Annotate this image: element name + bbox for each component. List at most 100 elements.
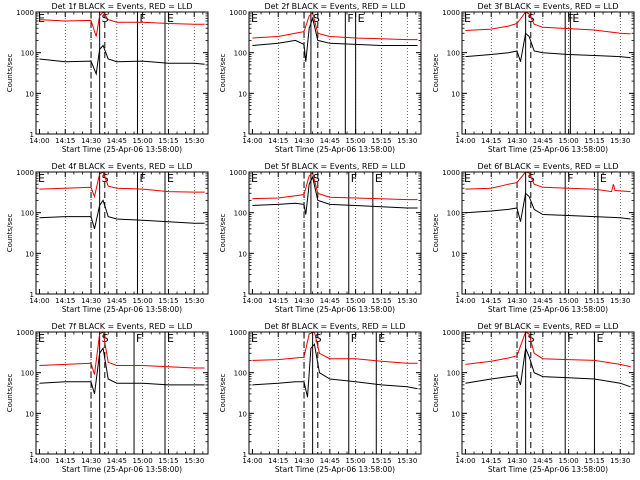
x-axis-label: Start Time (25-Apr-06 13:58:00): [488, 145, 608, 154]
y-axis-label: Counts/sec: [219, 374, 227, 413]
axes-frame: [35, 331, 209, 455]
y-tick-label: 10: [451, 90, 460, 98]
chart-title: Det 7f BLACK = Events, RED = LLD: [51, 322, 192, 331]
x-tick-label: 15:30: [184, 297, 204, 305]
chart-title: Det 1f BLACK = Events, RED = LLD: [51, 2, 192, 11]
series-line-lld: [39, 171, 205, 199]
x-axis-label: Start Time (25-Apr-06 13:58:00): [62, 305, 182, 314]
x-tick-label: 15:15: [584, 297, 604, 305]
x-tick-label: 14:15: [55, 137, 75, 145]
y-tick-label: 10: [25, 90, 34, 98]
x-tick-label: 15:15: [584, 457, 604, 465]
x-tick-label: 15:30: [397, 457, 417, 465]
y-tick-label: 1000: [16, 9, 34, 17]
x-tick-label: 14:00: [455, 137, 475, 145]
x-tick-label: 14:00: [242, 457, 262, 465]
series-line-lld: [252, 11, 418, 41]
x-tick-label: 15:30: [397, 137, 417, 145]
x-tick-label: 15:15: [158, 137, 178, 145]
series-line-lld: [465, 11, 631, 35]
series-line-events: [252, 16, 418, 62]
x-axis-label: Start Time (25-Apr-06 13:58:00): [275, 465, 395, 474]
x-tick-label: 14:15: [55, 297, 75, 305]
y-axis-label: Counts/sec: [219, 54, 227, 93]
x-tick-label: 15:00: [559, 137, 579, 145]
x-tick-label: 15:15: [371, 297, 391, 305]
x-tick-label: 14:30: [294, 137, 314, 145]
plot-area: [249, 12, 421, 134]
x-tick-label: 15:30: [184, 457, 204, 465]
series-line-lld: [465, 171, 631, 193]
x-tick-label: 14:45: [320, 297, 340, 305]
y-tick-label: 10: [238, 90, 247, 98]
x-tick-label: 15:15: [158, 297, 178, 305]
marker-label-E: E: [167, 172, 174, 185]
series-line-events: [465, 346, 631, 388]
marker-label-E: E: [596, 332, 603, 345]
series-line-lld: [39, 11, 205, 37]
marker-label-F: F: [567, 172, 573, 185]
y-tick-label: 1000: [229, 169, 247, 177]
y-axis-label: Counts/sec: [432, 54, 440, 93]
axes-frame: [248, 11, 422, 135]
x-tick-label: 14:45: [107, 137, 127, 145]
series-line-lld: [252, 331, 418, 364]
plot-area: [36, 332, 208, 454]
y-tick-label: 100: [234, 210, 247, 218]
x-tick-label: 15:00: [559, 297, 579, 305]
plot-area: [462, 172, 634, 294]
x-tick-label: 14:15: [481, 137, 501, 145]
x-tick-label: 14:30: [507, 457, 527, 465]
series-line-events: [252, 343, 418, 398]
x-tick-label: 14:15: [268, 297, 288, 305]
y-tick-label: 1: [243, 131, 247, 139]
plot-area: [36, 172, 208, 294]
x-tick-label: 15:30: [184, 137, 204, 145]
chart-title: Det 5f BLACK = Events, RED = LLD: [264, 162, 405, 171]
x-tick-label: 14:00: [455, 297, 475, 305]
y-axis-label: Counts/sec: [6, 374, 14, 413]
chart-title: Det 3f BLACK = Events, RED = LLD: [477, 2, 618, 11]
x-tick-label: 15:30: [610, 297, 630, 305]
y-tick-label: 1000: [442, 169, 460, 177]
x-tick-label: 14:30: [507, 297, 527, 305]
marker-label-F: F: [139, 172, 145, 185]
x-tick-label: 14:15: [481, 297, 501, 305]
x-tick-label: 14:00: [242, 297, 262, 305]
y-tick-label: 1: [30, 291, 34, 299]
y-tick-label: 1: [243, 291, 247, 299]
marker-label-E: E: [464, 332, 471, 345]
panel-det-3: Det 3f BLACK = Events, RED = LLDESFE1101…: [432, 2, 635, 154]
series-line-events: [465, 192, 631, 222]
x-axis-label: Start Time (25-Apr-06 13:58:00): [488, 465, 608, 474]
x-tick-label: 14:00: [29, 297, 49, 305]
y-tick-label: 1: [456, 291, 460, 299]
marker-label-E: E: [38, 12, 45, 25]
series-line-events: [39, 44, 205, 76]
chart-title: Det 6f BLACK = Events, RED = LLD: [477, 162, 618, 171]
x-tick-label: 15:30: [397, 297, 417, 305]
x-axis-label: Start Time (25-Apr-06 13:58:00): [488, 305, 608, 314]
x-tick-label: 14:30: [294, 297, 314, 305]
x-tick-label: 15:15: [158, 457, 178, 465]
series-line-events: [252, 175, 418, 215]
x-tick-label: 14:15: [55, 457, 75, 465]
y-tick-label: 1: [243, 451, 247, 459]
x-tick-label: 15:00: [346, 457, 366, 465]
y-tick-label: 100: [447, 370, 460, 378]
marker-label-E: E: [358, 12, 365, 25]
marker-label-E: E: [375, 172, 382, 185]
x-tick-label: 14:30: [81, 297, 101, 305]
x-tick-label: 15:30: [610, 137, 630, 145]
marker-label-E: E: [464, 12, 471, 25]
y-axis-label: Counts/sec: [6, 214, 14, 253]
plot-area: [36, 12, 208, 134]
x-tick-label: 14:45: [107, 457, 127, 465]
axes-frame: [248, 171, 422, 295]
